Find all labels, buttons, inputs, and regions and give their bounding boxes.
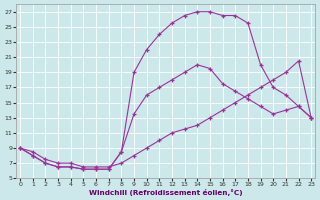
X-axis label: Windchill (Refroidissement éolien,°C): Windchill (Refroidissement éolien,°C) bbox=[89, 189, 243, 196]
